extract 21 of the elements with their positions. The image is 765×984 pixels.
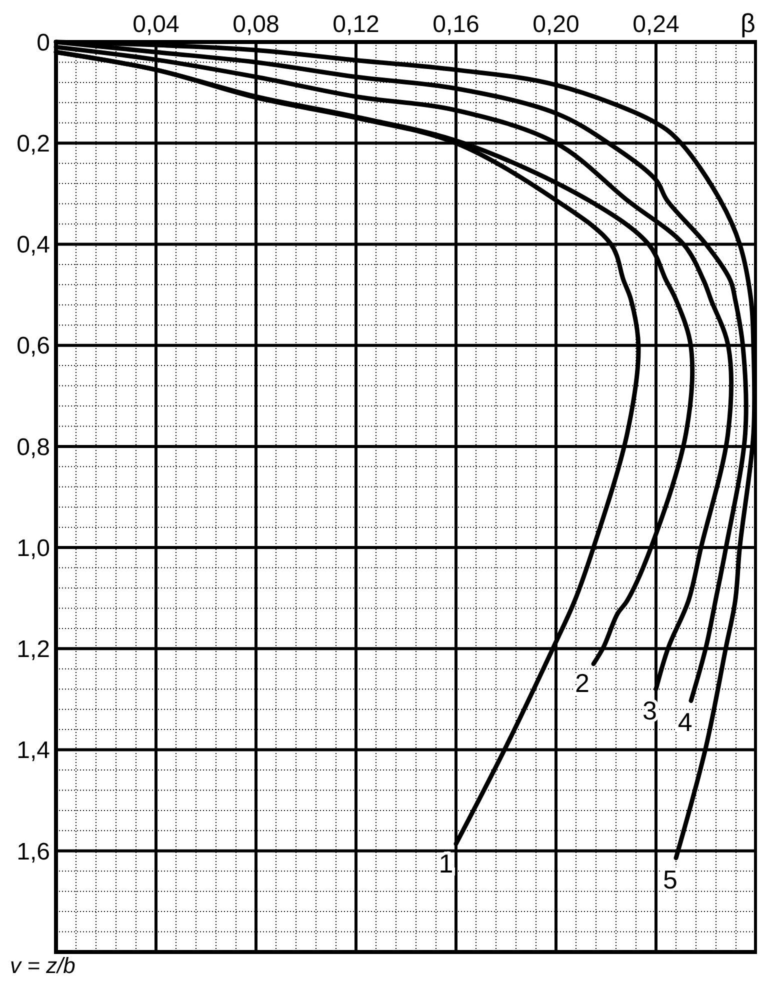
x-tick-label: 0,04 bbox=[132, 11, 180, 38]
x-tick-label: 0,24 bbox=[632, 11, 680, 38]
y-tick-label: 0,2 bbox=[16, 130, 50, 158]
x-tick-label: 0,16 bbox=[432, 11, 480, 38]
series-label: 1 bbox=[438, 848, 454, 878]
y-tick-label: 0,8 bbox=[16, 434, 50, 461]
y-tick-label: 1,2 bbox=[16, 636, 50, 664]
series-label: 2 bbox=[574, 668, 590, 698]
series-label: 5 bbox=[663, 864, 678, 894]
y-tick-label: 1,0 bbox=[16, 534, 50, 562]
x-tick-label: 0,08 bbox=[232, 11, 280, 38]
series-label: 4 bbox=[678, 707, 692, 738]
x-tick-label: 0,12 bbox=[332, 11, 380, 38]
y-axis-title: v = z/b bbox=[10, 953, 76, 978]
x-axis-title: β bbox=[740, 8, 756, 38]
y-tick-label: 0,6 bbox=[16, 332, 50, 360]
y-tick-label: 1,6 bbox=[16, 838, 50, 866]
y-tick-label: 1,4 bbox=[16, 737, 50, 764]
y-tick-label: 0,4 bbox=[16, 232, 50, 259]
x-tick-label: 0,20 bbox=[532, 11, 580, 38]
y-tick-label: 0 bbox=[36, 29, 50, 56]
